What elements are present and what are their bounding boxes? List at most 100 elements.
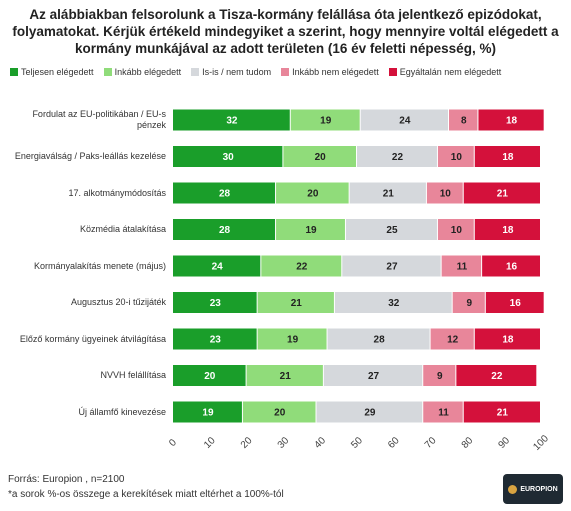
- value-label: 9: [466, 298, 472, 309]
- legend-label: Inkább elégedett: [114, 67, 182, 77]
- legend-item: Inkább elégedett: [103, 67, 182, 77]
- value-label: 22: [392, 152, 404, 163]
- value-label: 25: [386, 225, 398, 236]
- value-label: 20: [307, 189, 319, 200]
- value-label: 12: [447, 335, 459, 346]
- bar-segment: [242, 401, 316, 423]
- legend: Teljesen elégedett Inkább elégedett Is-is …: [10, 67, 565, 77]
- bar-segment: [257, 292, 334, 313]
- value-label: 20: [274, 408, 286, 419]
- legend-swatch: [281, 68, 290, 76]
- bar-segment: [456, 365, 537, 386]
- bar-segment: [323, 365, 423, 386]
- bar-segment: [173, 182, 276, 204]
- x-tick-label: 70: [423, 435, 439, 451]
- bar-segment: [482, 255, 540, 277]
- bar-segment: [173, 146, 283, 167]
- source: Forrás: Europion , n=2100: [8, 474, 125, 485]
- bar-segment: [345, 219, 437, 240]
- bar-segment: [430, 328, 474, 350]
- category-label: Kormányalakítás menete (május): [33, 260, 166, 271]
- legend-label: Egyáltalán nem elégedett: [399, 67, 502, 77]
- x-tick-label: 50: [349, 435, 365, 451]
- x-tick-label: 90: [496, 435, 512, 451]
- category-label: NVVH felállítása: [100, 370, 166, 380]
- value-label: 24: [212, 262, 224, 273]
- value-label: 21: [280, 371, 292, 382]
- x-tick-label: 60: [386, 435, 402, 451]
- legend-item: Egyáltalán nem elégedett: [388, 67, 502, 77]
- x-tick-label: 20: [239, 435, 255, 451]
- category-label: 17. alkotmánymódosítás: [68, 187, 166, 198]
- legend-item: Teljesen elégedett: [10, 67, 94, 77]
- bar-segment: [173, 109, 290, 131]
- value-label: 21: [497, 408, 509, 419]
- value-label: 19: [287, 335, 299, 346]
- bar-segment: [423, 365, 456, 386]
- x-tick-label: 40: [312, 435, 328, 451]
- legend-item: Is-is / nem tudom: [191, 67, 271, 77]
- bar-segment: [257, 328, 327, 350]
- bar-segment: [357, 146, 437, 167]
- bar-segment: [290, 109, 360, 131]
- legend-item: Inkább nem elégedett: [281, 67, 379, 77]
- legend-label: Inkább nem elégedett: [292, 67, 379, 77]
- value-label: 21: [497, 189, 509, 200]
- category-label: Közmédia átalakítása: [79, 224, 166, 234]
- value-label: 10: [451, 152, 463, 163]
- x-tick-label: 30: [276, 435, 292, 451]
- bar-segment: [478, 109, 544, 131]
- value-label: 23: [210, 335, 222, 346]
- value-label: 19: [320, 116, 332, 127]
- logo: EUROPION: [503, 474, 563, 504]
- category-label: Előző kormány ügyeinek átvilágítása: [19, 333, 166, 344]
- bar-segment: [173, 292, 257, 313]
- bar-segment: [173, 255, 261, 277]
- value-label: 27: [386, 262, 398, 273]
- bar-segment: [276, 182, 349, 204]
- x-tick-label: 100: [531, 433, 551, 453]
- x-tick-label: 0: [167, 437, 179, 449]
- value-label: 10: [440, 189, 452, 200]
- legend-swatch: [103, 68, 112, 76]
- bar-segment: [360, 109, 448, 131]
- value-label: 16: [510, 298, 522, 309]
- legend-swatch: [10, 68, 18, 76]
- x-tick-label: 10: [202, 435, 218, 451]
- bar-segment: [474, 328, 540, 350]
- legend-label: Is-is / nem tudom: [202, 67, 272, 77]
- value-label: 9: [437, 371, 443, 382]
- value-label: 22: [296, 262, 308, 273]
- bar-segment: [173, 401, 242, 423]
- bar-segment: [463, 182, 540, 204]
- value-label: 18: [502, 152, 514, 163]
- value-label: 32: [388, 298, 400, 309]
- value-label: 28: [374, 335, 386, 346]
- value-label: 8: [461, 116, 467, 127]
- category-label: Fordulat az EU-politikában / EU-s pénzek: [32, 109, 166, 130]
- value-label: 21: [383, 189, 395, 200]
- legend-swatch: [191, 68, 200, 76]
- bar-segment: [246, 365, 323, 386]
- value-label: 30: [223, 152, 235, 163]
- logo-icon: [508, 484, 518, 494]
- value-label: 22: [491, 371, 503, 382]
- value-label: 32: [226, 116, 238, 127]
- bar-segment: [437, 146, 474, 167]
- value-label: 21: [291, 298, 303, 309]
- value-label: 18: [502, 335, 514, 346]
- value-label: 27: [368, 371, 380, 382]
- bar-segment: [316, 401, 423, 423]
- value-label: 28: [219, 225, 231, 236]
- value-label: 20: [315, 152, 327, 163]
- bar-segment: [349, 182, 426, 204]
- bar-segment: [327, 328, 430, 350]
- value-label: 16: [506, 262, 518, 273]
- bar-segment: [441, 255, 482, 277]
- value-label: 20: [204, 371, 216, 382]
- chart-title: Az alábbiakban felsorolunk a Tisza-kormá…: [12, 7, 559, 56]
- value-label: 19: [202, 408, 214, 419]
- legend-label: Teljesen elégedett: [21, 67, 94, 77]
